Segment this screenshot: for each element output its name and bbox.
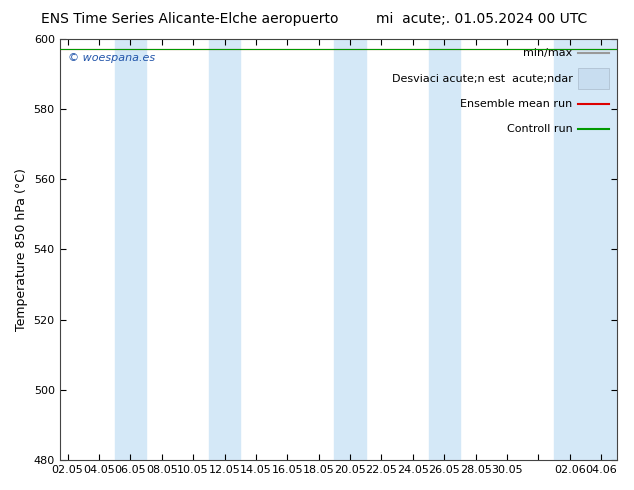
Text: ENS Time Series Alicante-Elche aeropuerto: ENS Time Series Alicante-Elche aeropuert… [41, 12, 339, 26]
Bar [115, 39, 146, 460]
Bar [429, 39, 460, 460]
Text: Desviaci acute;n est  acute;ndar: Desviaci acute;n est acute;ndar [392, 74, 573, 84]
Bar [334, 39, 366, 460]
Text: mi  acute;. 01.05.2024 00 UTC: mi acute;. 01.05.2024 00 UTC [376, 12, 588, 26]
Bar [209, 39, 240, 460]
Text: © woespana.es: © woespana.es [68, 53, 155, 63]
Text: min/max: min/max [523, 49, 573, 58]
Text: Controll run: Controll run [507, 124, 573, 134]
Bar [554, 39, 617, 460]
Y-axis label: Temperature 850 hPa (°C): Temperature 850 hPa (°C) [15, 168, 28, 331]
Text: Ensemble mean run: Ensemble mean run [460, 99, 573, 109]
FancyBboxPatch shape [578, 68, 609, 89]
